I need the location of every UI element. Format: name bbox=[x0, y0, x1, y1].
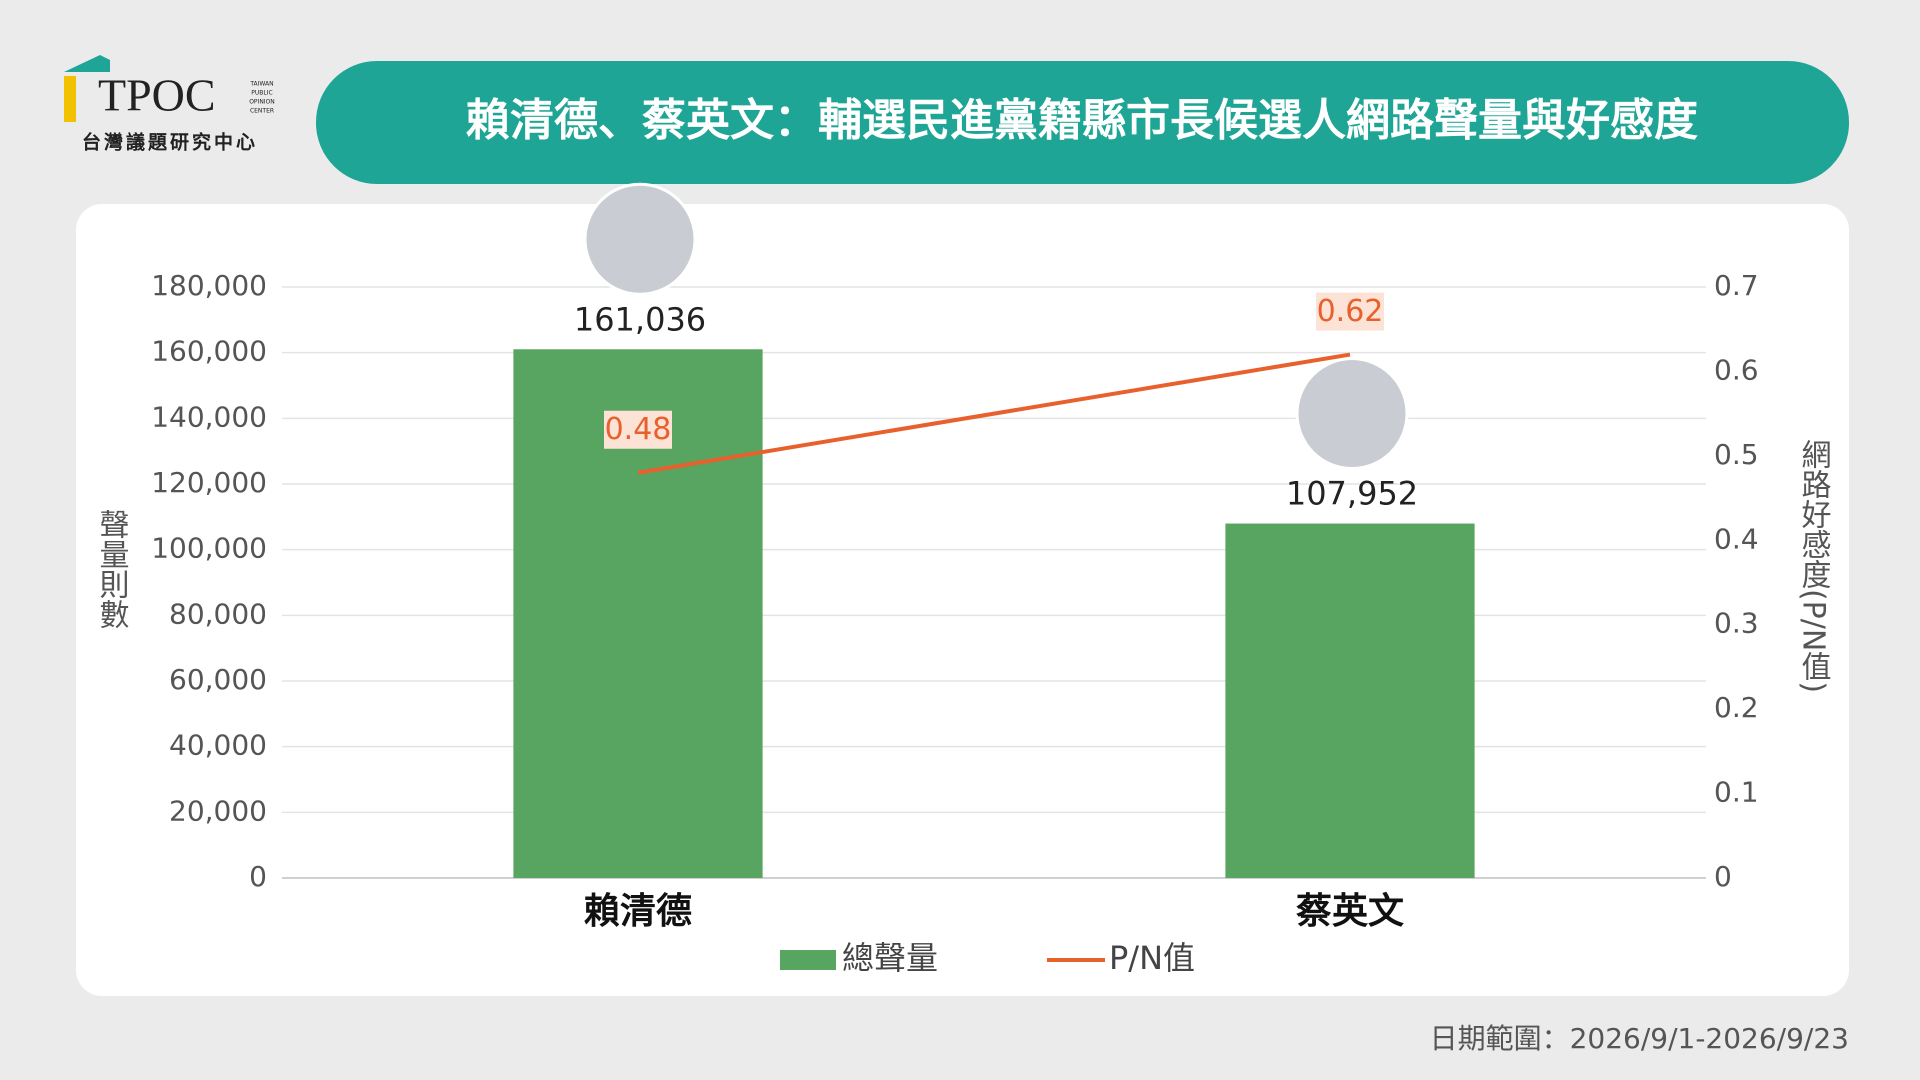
y2-tick-label: 0.4 bbox=[1714, 522, 1759, 555]
value-label-bg bbox=[604, 410, 672, 449]
y-axis-label: 聲量則數 bbox=[94, 509, 129, 629]
y-tick-label: 40,000 bbox=[169, 729, 267, 762]
y-tick-label: 140,000 bbox=[151, 400, 267, 433]
value-label: 0.48 bbox=[605, 412, 672, 447]
logo: TPOC TAIWAN PUBLIC OPINION CENTER 台灣議題研究… bbox=[64, 55, 275, 154]
y2-tick-label: 0.1 bbox=[1714, 776, 1759, 809]
y-tick-label: 180,000 bbox=[151, 269, 267, 302]
y2-axis-label: 網路好感度(P/N值) bbox=[1796, 439, 1832, 693]
y-tick-label: 120,000 bbox=[151, 466, 267, 499]
logo-tag: CENTER bbox=[250, 108, 274, 115]
value-label: 0.62 bbox=[1317, 294, 1384, 329]
chart-title: 賴清德、蔡英文：輔選民進黨籍縣市長候選人網路聲量與好感度 bbox=[466, 95, 1698, 146]
y-tick-label: 60,000 bbox=[169, 663, 267, 696]
value-label-bg bbox=[1316, 292, 1384, 331]
y-tick-label: 100,000 bbox=[151, 532, 267, 565]
line bbox=[637, 352, 1351, 475]
legend-swatch bbox=[780, 950, 836, 970]
y-tick-label: 160,000 bbox=[151, 335, 267, 368]
y-tick-label: 20,000 bbox=[169, 794, 267, 827]
y-tick-label: 0 bbox=[249, 860, 267, 893]
logo-subtitle: 台灣議題研究中心 bbox=[82, 131, 258, 154]
y2-tick-label: 0.7 bbox=[1714, 269, 1759, 302]
logo-tag: PUBLIC bbox=[251, 90, 272, 97]
date-note: 日期範圍：2026/9/1-2026/9/23 bbox=[1430, 1022, 1849, 1055]
bar bbox=[1225, 523, 1475, 878]
y2-tick-label: 0 bbox=[1714, 860, 1732, 893]
y-tick-label: 80,000 bbox=[169, 597, 267, 630]
legend-label: 總聲量 bbox=[842, 939, 938, 977]
y2-tick-label: 0.2 bbox=[1714, 691, 1759, 724]
value-label: 107,952 bbox=[1286, 475, 1418, 513]
x-tick-label: 蔡英文 bbox=[1296, 891, 1404, 932]
value-label: 161,036 bbox=[574, 300, 706, 338]
logo-mark bbox=[64, 76, 76, 122]
logo-tag: OPINION bbox=[249, 99, 275, 106]
y2-tick-label: 0.6 bbox=[1714, 353, 1759, 386]
logo-tag: TAIWAN bbox=[249, 81, 273, 88]
title-banner bbox=[316, 61, 1849, 184]
y2-tick-label: 0.5 bbox=[1714, 438, 1759, 471]
y2-tick-label: 0.3 bbox=[1714, 607, 1759, 640]
candidate-photo bbox=[583, 182, 697, 296]
x-tick-label: 賴清德 bbox=[584, 891, 692, 932]
candidate-photo bbox=[1295, 357, 1409, 471]
legend-label: P/N值 bbox=[1109, 939, 1195, 977]
logo-mark bbox=[64, 55, 110, 72]
logo-name: TPOC bbox=[98, 70, 216, 121]
